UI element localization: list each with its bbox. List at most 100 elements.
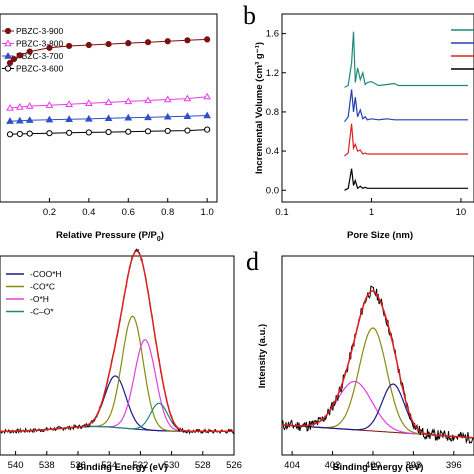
panel-b-xlabel: Pore Size (nm) <box>347 230 413 241</box>
panel-a-legend-label: PBZC-3-800 <box>16 39 64 49</box>
panel-d-xtick-label: 404 <box>284 460 300 471</box>
panel-a-data-point <box>16 130 23 138</box>
panel-label-b: b <box>243 1 256 30</box>
panel-c-xtick-label: 528 <box>195 460 211 471</box>
panel-b-series-line-3 <box>344 168 468 191</box>
panel-a-data-point <box>84 99 93 106</box>
panel-b-xtick-label: 10 <box>456 207 467 218</box>
panel-c-frame <box>0 255 235 456</box>
panel-a-data-point <box>184 37 191 44</box>
panel-a-data-point <box>105 128 112 136</box>
panel-c-xticks: 540 538 536 534 532 530 528 526 <box>8 451 242 471</box>
panel-a-data-point <box>144 113 152 121</box>
panel-b-series-line-1 <box>344 89 468 123</box>
panel-a-data-point <box>105 40 112 48</box>
panel-a-frame <box>0 13 218 203</box>
panel-a-data-point <box>26 130 33 137</box>
panel-d-xticks: 404 402 400 398 396 <box>284 451 462 471</box>
panel-a-data-point <box>144 39 152 46</box>
panel-a-xtick-label: 0.2 <box>43 207 56 218</box>
panel-a-data-point <box>65 100 74 107</box>
panel-a-legend-label: PBZC-3-600 <box>16 64 64 74</box>
panel-a-data-point <box>164 38 171 45</box>
panel-a-plot-area <box>6 36 212 138</box>
panel-b-ytick-label: 0.0 <box>266 185 279 196</box>
panel-c-legend-label: -C–O* <box>30 307 54 317</box>
panel-a-data-point <box>46 44 53 51</box>
panel-a-data-point <box>204 36 211 43</box>
panel-d-frame <box>281 255 474 456</box>
panel-a-data-point <box>203 92 212 100</box>
panel-b: b 0.1 1 10 0.0 0.4 0.8 1.2 1.6 Pore Size (nm) I… <box>243 1 474 241</box>
panel-c-legend-label: -COO*H <box>30 269 62 279</box>
panel-c: -COO*H-CO*C-O*H-C–O* 540 538 536 534 532 530 5… <box>0 248 242 473</box>
panel-a-data-point <box>85 129 92 136</box>
panel-a-legend-marker <box>4 27 12 35</box>
panel-label-d: d <box>246 247 259 276</box>
panel-a-xtick-label: 1.0 <box>201 207 214 218</box>
panel-d-xtick-label: 396 <box>446 460 462 471</box>
panel-c-legend-label: -CO*C <box>30 282 55 292</box>
panel-a-legend-label: PBZC-3-700 <box>16 51 64 61</box>
panel-a-legend-marker <box>4 39 12 47</box>
panel-d-xtick-label: 398 <box>405 460 421 471</box>
panel-a-data-point <box>65 115 74 122</box>
panel-a: PBZC-3-900 PBZC-3-800 PBZC-3-700 PBZC-3-600… <box>0 13 218 243</box>
panel-a-data-point <box>104 98 113 106</box>
panel-d-xlabel: Binding Energy (eV) <box>333 462 424 473</box>
panel-a-data-point <box>10 56 18 63</box>
panel-a-data-point <box>124 97 133 105</box>
panel-a-data-point <box>26 48 33 55</box>
panel-a-data-point <box>124 113 133 121</box>
panel-a-data-point <box>204 126 211 133</box>
panel-a-data-point <box>184 127 191 134</box>
panel-a-data-point <box>15 103 24 110</box>
panel-c-xtick-label: 536 <box>70 460 86 471</box>
panel-a-data-point <box>163 95 172 103</box>
panel-a-data-point <box>203 111 212 119</box>
panel-b-frame <box>281 13 474 203</box>
panel-c-xtick-label: 534 <box>101 460 117 471</box>
panel-b-plot-area <box>344 31 468 191</box>
panel-a-data-point <box>45 101 54 108</box>
panel-c-legend: -COO*H -CO*C -O*H -C–O* <box>6 269 62 317</box>
panel-a-data-point <box>66 129 73 136</box>
panel-a-data-point <box>163 112 172 120</box>
panel-c-xtick-label: 532 <box>132 460 148 471</box>
panel-c-xtick-label: 538 <box>39 460 55 471</box>
panel-a-xlabel: Relative Pressure (P/P0) <box>56 230 164 243</box>
panel-c-xtick-label: 526 <box>226 460 242 471</box>
panel-b-legend <box>451 29 474 70</box>
panel-a-data-point <box>6 103 14 111</box>
panel-a-data-point <box>144 96 152 104</box>
panel-a-xtick-label: 0.6 <box>122 207 135 218</box>
panel-a-data-point <box>164 127 171 135</box>
panel-b-series-line-0 <box>344 31 468 88</box>
panel-a-legend-label: PBZC-3-900 <box>16 26 64 36</box>
panel-b-ytick-label: 0.4 <box>266 146 279 157</box>
panel-a-legend-marker <box>4 51 12 59</box>
panel-a-data-point <box>25 102 34 109</box>
panel-b-ytick-label: 1.6 <box>266 29 279 40</box>
panel-a-legend-marker <box>4 65 12 72</box>
panel-d-xtick-label: 400 <box>365 460 381 471</box>
panel-a-data-point <box>125 40 132 47</box>
panel-a-data-point <box>6 117 14 124</box>
panel-b-ticks: 0.1 1 10 0.0 0.4 0.8 1.2 1.6 <box>266 29 466 218</box>
panel-c-component-peak-3 <box>0 402 234 432</box>
panel-a-data-point <box>45 115 54 123</box>
panel-a-data-point <box>183 112 192 119</box>
panel-a-data-point <box>104 114 113 122</box>
panel-d-plot-area <box>281 285 474 445</box>
panel-c-plot-area <box>0 248 235 435</box>
panel-a-data-point <box>144 128 152 135</box>
panel-d-xtick-label: 402 <box>325 460 341 471</box>
panel-a-xticks: 0.2 0.4 0.6 0.8 1.0 <box>43 198 214 218</box>
panel-b-series-line-2 <box>344 123 468 157</box>
panel-a-data-point <box>84 114 93 122</box>
panel-c-xlabel: Binding Energy (eV) <box>77 462 168 473</box>
panel-c-xtick-label: 540 <box>8 460 24 471</box>
panel-a-data-point <box>15 116 24 124</box>
panel-b-ytick-label: 0.8 <box>266 107 279 118</box>
